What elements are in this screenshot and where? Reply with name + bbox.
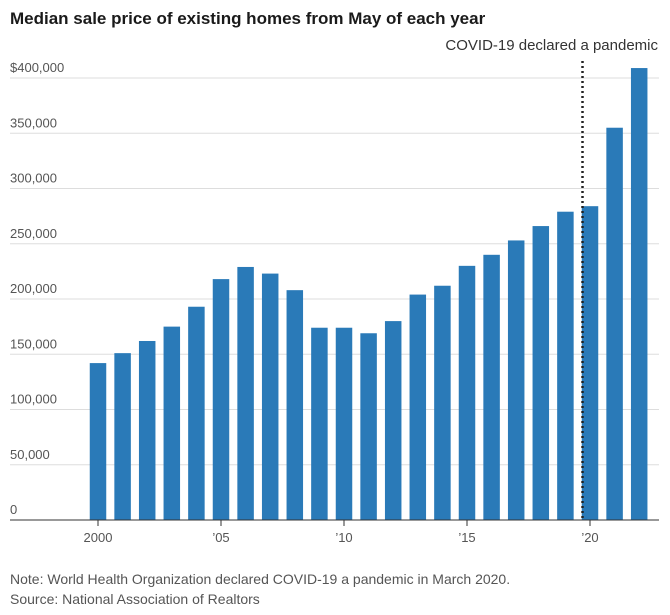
footer: Note: World Health Organization declared…	[10, 569, 510, 609]
bar	[458, 265, 476, 520]
bar	[163, 326, 181, 520]
bar	[507, 240, 525, 520]
gridlines	[10, 77, 659, 466]
bar	[89, 363, 107, 520]
footer-note: Note: World Health Organization declared…	[10, 571, 511, 587]
y-tick-label: 250,000	[10, 226, 57, 241]
y-tick-label: 200,000	[10, 281, 57, 296]
bar	[286, 290, 304, 520]
x-tick-label: 2000	[84, 530, 113, 545]
chart-title: Median sale price of existing homes from…	[10, 9, 486, 28]
y-tick-label: $400,000	[10, 60, 64, 75]
bar	[384, 321, 402, 520]
x-tick-label: ’10	[335, 530, 352, 545]
bar	[114, 353, 131, 520]
pandemic-annotation: COVID-19 declared a pandemic	[445, 37, 658, 54]
bar	[237, 266, 254, 520]
y-tick-label: 50,000	[10, 447, 50, 462]
bar	[434, 285, 451, 520]
bar	[483, 254, 500, 521]
y-tick-label: 100,000	[10, 392, 57, 407]
bar	[335, 327, 353, 520]
bars	[89, 68, 648, 521]
bar	[532, 226, 550, 520]
bar	[360, 333, 377, 520]
y-tick-label: 0	[10, 502, 17, 517]
bar	[557, 211, 574, 520]
footer-source: Source: National Association of Realtors	[10, 591, 260, 607]
bar	[261, 273, 279, 520]
x-tick-label: ’20	[581, 530, 598, 545]
y-tick-label: 150,000	[10, 336, 57, 351]
bar	[581, 206, 599, 520]
bar	[138, 340, 156, 520]
bar	[188, 306, 205, 520]
bar	[212, 279, 230, 520]
annotation: COVID-19 declared a pandemic	[445, 37, 658, 520]
bar-chart: 0 50,000 100,000 150,000 200,000 250,000 300,0…	[10, 37, 659, 545]
x-tick-label: ’15	[458, 530, 475, 545]
bar	[409, 294, 427, 520]
y-tick-label: 300,000	[10, 171, 57, 186]
y-tick-label: 350,000	[10, 115, 57, 130]
x-tick-label: ’05	[212, 530, 229, 545]
bar	[630, 68, 648, 521]
bar	[606, 127, 623, 520]
axes: 0 50,000 100,000 150,000 200,000 250,000 300,0…	[10, 60, 659, 545]
bar	[311, 327, 328, 520]
